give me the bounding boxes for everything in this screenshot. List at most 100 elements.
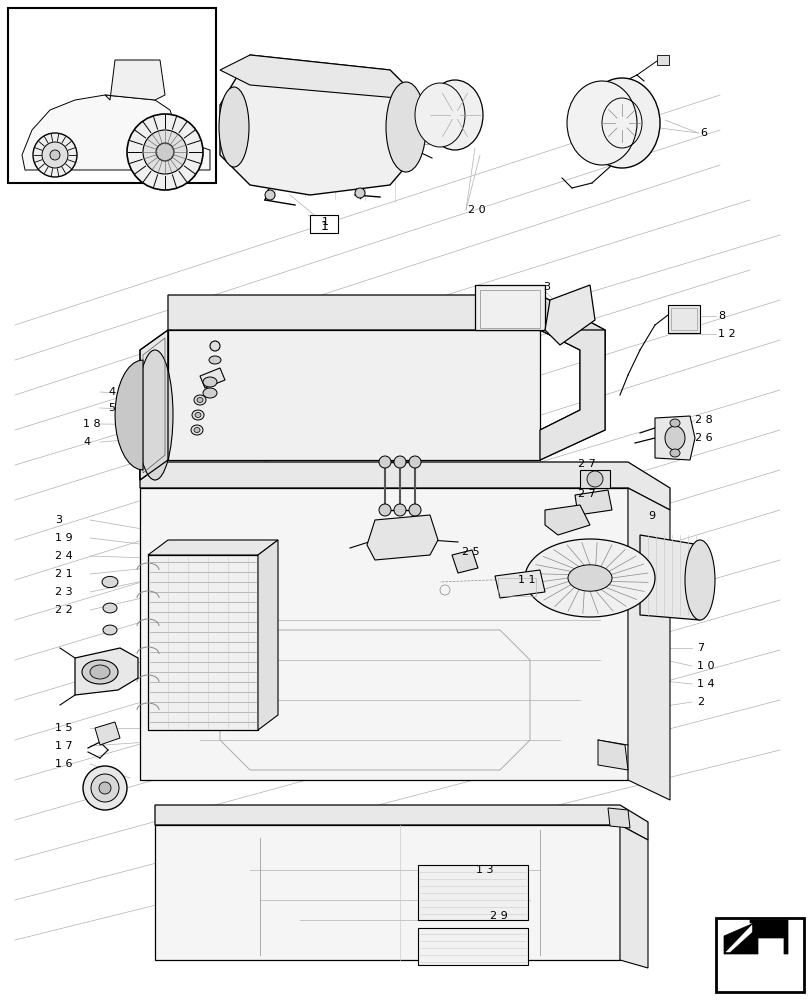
Polygon shape <box>495 570 544 598</box>
Polygon shape <box>155 825 620 960</box>
Ellipse shape <box>137 350 173 480</box>
Ellipse shape <box>586 471 603 487</box>
Text: 1 1: 1 1 <box>517 575 534 585</box>
Ellipse shape <box>208 356 221 364</box>
Polygon shape <box>139 488 627 780</box>
Ellipse shape <box>210 341 220 351</box>
Polygon shape <box>75 648 138 695</box>
Text: 1 7: 1 7 <box>55 741 72 751</box>
Polygon shape <box>95 722 120 745</box>
Text: 2: 2 <box>696 697 703 707</box>
Text: 2 7: 2 7 <box>577 459 595 469</box>
Text: 2 6: 2 6 <box>694 433 712 443</box>
Polygon shape <box>597 740 627 770</box>
Text: 1 9: 1 9 <box>55 533 72 543</box>
Polygon shape <box>539 295 604 460</box>
Ellipse shape <box>379 504 391 516</box>
Polygon shape <box>367 515 437 560</box>
Polygon shape <box>139 462 669 510</box>
Ellipse shape <box>191 410 204 420</box>
Ellipse shape <box>90 665 109 679</box>
Polygon shape <box>220 55 419 100</box>
Ellipse shape <box>103 603 117 613</box>
Polygon shape <box>418 865 527 920</box>
Circle shape <box>83 766 127 810</box>
Text: 1 4: 1 4 <box>696 679 714 689</box>
Ellipse shape <box>566 81 636 165</box>
Polygon shape <box>654 416 694 460</box>
Ellipse shape <box>82 660 118 684</box>
Text: 9: 9 <box>647 511 654 521</box>
Ellipse shape <box>379 456 391 468</box>
Ellipse shape <box>219 87 249 167</box>
Polygon shape <box>220 55 419 195</box>
Text: 1 6: 1 6 <box>55 759 72 769</box>
Polygon shape <box>452 550 478 573</box>
Circle shape <box>156 143 174 161</box>
Ellipse shape <box>583 78 659 168</box>
Circle shape <box>127 114 203 190</box>
Polygon shape <box>139 330 168 480</box>
Polygon shape <box>22 95 210 170</box>
Ellipse shape <box>203 388 217 398</box>
Ellipse shape <box>409 504 420 516</box>
Text: 1 0: 1 0 <box>696 661 714 671</box>
Text: 4: 4 <box>108 387 115 397</box>
Ellipse shape <box>197 397 203 402</box>
Text: 2 1: 2 1 <box>55 569 72 579</box>
Polygon shape <box>607 808 629 828</box>
Text: 2 8: 2 8 <box>694 415 712 425</box>
Text: 3: 3 <box>55 515 62 525</box>
Ellipse shape <box>414 83 465 147</box>
Ellipse shape <box>203 377 217 387</box>
Polygon shape <box>574 490 611 515</box>
Polygon shape <box>200 368 225 388</box>
Polygon shape <box>725 925 751 952</box>
Ellipse shape <box>385 82 426 172</box>
Ellipse shape <box>194 395 206 405</box>
Bar <box>497 578 535 596</box>
Bar <box>310 215 337 233</box>
Bar <box>715 918 803 992</box>
Circle shape <box>99 782 111 794</box>
Polygon shape <box>539 330 604 460</box>
Circle shape <box>50 150 60 160</box>
Polygon shape <box>168 295 604 360</box>
Text: 2 7: 2 7 <box>577 489 595 499</box>
Bar <box>670 308 696 330</box>
Polygon shape <box>155 805 647 840</box>
Circle shape <box>143 130 187 174</box>
Ellipse shape <box>103 625 117 635</box>
Polygon shape <box>148 540 277 555</box>
Text: 1 2: 1 2 <box>717 329 735 339</box>
Polygon shape <box>148 555 258 730</box>
Ellipse shape <box>684 540 714 620</box>
Ellipse shape <box>427 80 483 150</box>
Text: 6: 6 <box>699 128 706 138</box>
Ellipse shape <box>409 456 420 468</box>
Text: 2 2: 2 2 <box>55 605 73 615</box>
Ellipse shape <box>102 576 118 588</box>
Polygon shape <box>620 825 647 968</box>
Polygon shape <box>627 488 669 800</box>
Polygon shape <box>544 285 594 345</box>
Text: 1 5: 1 5 <box>55 723 72 733</box>
Text: 3: 3 <box>543 282 549 292</box>
Ellipse shape <box>393 456 406 468</box>
Text: 5: 5 <box>108 403 115 413</box>
Ellipse shape <box>393 504 406 516</box>
Polygon shape <box>258 540 277 730</box>
Ellipse shape <box>669 449 679 457</box>
Text: 1 3: 1 3 <box>475 865 493 875</box>
Bar <box>656 55 668 65</box>
Bar <box>667 305 699 333</box>
Bar <box>8 8 216 183</box>
Polygon shape <box>418 928 527 965</box>
Text: 2 0: 2 0 <box>467 205 485 215</box>
Ellipse shape <box>525 539 654 617</box>
Circle shape <box>354 188 365 198</box>
Text: 2 9: 2 9 <box>489 911 507 921</box>
Text: 1 8: 1 8 <box>83 419 101 429</box>
Polygon shape <box>544 505 590 535</box>
Text: 2 4: 2 4 <box>55 551 73 561</box>
